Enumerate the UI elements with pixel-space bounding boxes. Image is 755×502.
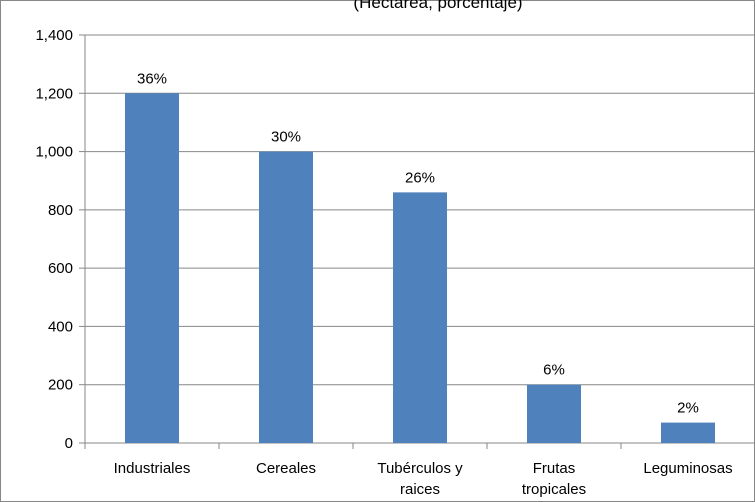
data-labels: 36% 30% 26% 6% 2% [137,70,699,416]
y-tick-label: 1,200 [35,85,73,102]
y-tick-label: 600 [48,260,73,277]
chart-subtitle: (Hectárea, porcentaje) [353,0,522,12]
y-tick-label: 1,000 [35,144,73,161]
y-tick-label: 0 [65,435,73,452]
y-tick-label: 1,400 [35,27,73,44]
data-label: 30% [271,129,301,146]
y-tick-label: 800 [48,202,73,219]
data-label: 2% [677,400,699,417]
y-tick-label: 200 [48,377,73,394]
bar [527,384,581,443]
category-label: Industriales [114,460,191,477]
category-label: Cereales [256,460,316,477]
bar [259,151,313,444]
category-label: Tubérculos y raices [377,460,463,498]
category-label: Frutas tropicales [522,460,586,498]
category-label: Leguminosas [643,460,732,477]
bar [661,422,715,443]
bar [393,192,447,443]
bar [125,93,179,444]
bars [125,93,715,444]
data-label: 36% [137,70,167,87]
y-tick-label: 400 [48,318,73,335]
data-label: 6% [543,362,565,379]
category-labels: Industriales Cereales Tubérculos y raices Fr… [114,460,733,498]
data-label: 26% [405,169,435,186]
axes: 0 200 400 600 800 1,000 1,200 1,400 [35,27,755,452]
